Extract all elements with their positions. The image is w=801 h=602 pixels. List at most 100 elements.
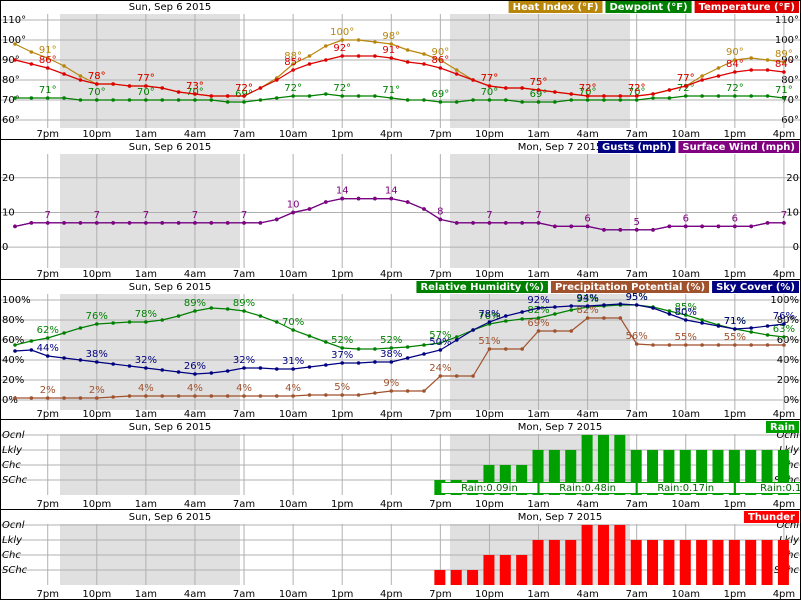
x-tick-label: 1am bbox=[527, 269, 549, 280]
x-tick-label: 7pm bbox=[429, 409, 451, 420]
data-label: 75° bbox=[530, 77, 548, 88]
bar bbox=[630, 539, 642, 585]
point bbox=[193, 98, 197, 102]
point bbox=[405, 356, 410, 360]
series-line bbox=[14, 198, 784, 231]
legend-label: Dewpoint (°F) bbox=[609, 2, 687, 13]
point bbox=[45, 221, 50, 225]
data-label: 93% bbox=[576, 294, 598, 305]
legend-swatch bbox=[550, 281, 710, 293]
point bbox=[454, 72, 459, 76]
point bbox=[634, 342, 639, 346]
point bbox=[667, 343, 672, 347]
point bbox=[782, 96, 786, 100]
y-tick-label: 90° bbox=[2, 55, 20, 66]
point bbox=[307, 365, 312, 369]
point bbox=[356, 347, 361, 351]
point bbox=[765, 94, 770, 98]
point bbox=[765, 324, 770, 328]
point bbox=[62, 221, 66, 225]
bar bbox=[581, 434, 593, 495]
data-label: 73° bbox=[186, 81, 204, 92]
point bbox=[733, 94, 737, 98]
data-label: 89° bbox=[775, 49, 793, 60]
point bbox=[29, 339, 34, 343]
point bbox=[422, 207, 426, 211]
x-tick-label: 7am bbox=[233, 589, 255, 600]
data-label: 71% bbox=[724, 316, 746, 327]
bar bbox=[745, 449, 757, 495]
y-tick-label: Lkly bbox=[779, 445, 800, 456]
point bbox=[144, 98, 148, 102]
y-tick-label: 100° bbox=[775, 35, 799, 46]
point bbox=[487, 84, 492, 88]
x-tick-label: 10pm bbox=[475, 589, 504, 600]
data-label: 5 bbox=[633, 217, 639, 228]
point bbox=[62, 331, 66, 335]
y-tick-label: 60° bbox=[2, 115, 20, 126]
legend-label: Rain bbox=[770, 422, 795, 433]
point bbox=[651, 306, 655, 310]
data-label: 72° bbox=[333, 83, 351, 94]
y-tick-label: 100% bbox=[2, 295, 31, 306]
date-label: Sun, Sep 6 2015 bbox=[129, 142, 211, 153]
point bbox=[45, 66, 50, 70]
annotation-box bbox=[735, 483, 801, 493]
point bbox=[225, 394, 230, 398]
point bbox=[29, 50, 34, 54]
point bbox=[193, 221, 197, 225]
data-label: 71° bbox=[39, 85, 57, 96]
x-tick-label: 7pm bbox=[36, 409, 58, 420]
point bbox=[29, 396, 34, 400]
point bbox=[389, 389, 394, 393]
point bbox=[274, 394, 279, 398]
data-label: 57% bbox=[429, 330, 451, 341]
point bbox=[536, 100, 541, 104]
data-label: 6 bbox=[732, 213, 738, 224]
point bbox=[242, 309, 246, 313]
x-tick-label: 7am bbox=[233, 499, 255, 510]
point bbox=[225, 94, 230, 98]
data-label: 69° bbox=[431, 89, 449, 100]
data-label: 77° bbox=[677, 73, 695, 84]
point bbox=[324, 340, 328, 344]
point bbox=[422, 52, 426, 56]
point bbox=[504, 221, 508, 225]
point bbox=[176, 221, 181, 225]
x-tick-label: 1am bbox=[135, 269, 157, 280]
bar bbox=[516, 464, 528, 495]
bar bbox=[532, 539, 544, 585]
point bbox=[160, 221, 165, 225]
point bbox=[667, 96, 672, 100]
point bbox=[95, 82, 99, 86]
series-line bbox=[14, 304, 784, 350]
point bbox=[716, 94, 721, 98]
x-tick-label: 1pm bbox=[724, 589, 746, 600]
point bbox=[274, 217, 279, 222]
data-label: 72° bbox=[628, 83, 646, 94]
point bbox=[438, 374, 443, 378]
data-label: 92° bbox=[333, 43, 351, 54]
point bbox=[291, 94, 295, 98]
point bbox=[569, 308, 574, 312]
point bbox=[733, 70, 737, 74]
point bbox=[504, 319, 508, 323]
point bbox=[585, 316, 590, 320]
bar bbox=[712, 539, 724, 585]
point bbox=[29, 221, 34, 225]
point bbox=[13, 343, 17, 347]
legend-swatch bbox=[694, 1, 799, 13]
legend-label: Temperature (°F) bbox=[699, 2, 795, 13]
data-label: 7 bbox=[241, 210, 247, 221]
point bbox=[291, 328, 295, 332]
data-label: 7 bbox=[781, 210, 787, 221]
point bbox=[749, 330, 753, 334]
data-label: 72° bbox=[579, 83, 597, 94]
series-line bbox=[15, 317, 784, 399]
x-tick-label: 4am bbox=[576, 129, 598, 140]
point bbox=[602, 98, 606, 102]
point bbox=[307, 94, 312, 98]
point bbox=[520, 347, 524, 351]
point bbox=[111, 395, 115, 399]
point bbox=[209, 394, 214, 398]
